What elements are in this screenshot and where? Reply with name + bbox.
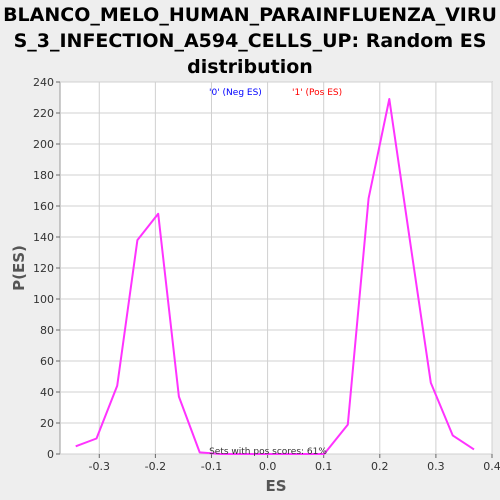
grid-lines — [60, 81, 493, 455]
x-tick-label: 0.0 — [259, 460, 277, 473]
y-tick-label: 220 — [33, 107, 54, 120]
y-tick-label: 120 — [33, 262, 54, 275]
y-axis: 0 20 40 60 80 100 120 140 160 180 200 220 240 — [33, 76, 60, 461]
y-tick-label: 240 — [33, 76, 54, 89]
x-tick-label: 0.1 — [315, 460, 333, 473]
y-tick-label: 60 — [40, 355, 54, 368]
y-tick-label: 20 — [40, 417, 54, 430]
y-tick-label: 0 — [47, 448, 54, 461]
x-tick-label: -0.1 — [201, 460, 222, 473]
y-tick-label: 200 — [33, 138, 54, 151]
series-line — [75, 98, 475, 455]
x-tick-label: 0.3 — [427, 460, 445, 473]
y-axis-label: P(ES) — [10, 245, 28, 291]
y-tick-label: 100 — [33, 293, 54, 306]
y-tick-label: 160 — [33, 200, 54, 213]
legend-entry-pos: '1' (Pos ES) — [292, 88, 342, 98]
series-group — [75, 98, 475, 455]
y-tick-label: 180 — [33, 169, 54, 182]
y-tick-label: 80 — [40, 324, 54, 337]
x-tick-label: 0.4 — [483, 460, 500, 473]
y-tick-label: 40 — [40, 386, 54, 399]
legend-entry-neg: '0' (Neg ES) — [209, 88, 262, 98]
title-line-1: BLANCO_MELO_HUMAN_PARAINFLUENZA_VIRU — [3, 4, 497, 26]
chart-title: BLANCO_MELO_HUMAN_PARAINFLUENZA_VIRU S_3… — [0, 2, 500, 80]
y-tick-label: 140 — [33, 231, 54, 244]
x-tick-label: -0.3 — [89, 460, 110, 473]
x-axis-label: ES — [265, 477, 286, 495]
title-line-2: S_3_INFECTION_A594_CELLS_UP: Random ES — [13, 30, 487, 52]
x-tick-label: 0.2 — [371, 460, 389, 473]
title-line-3: distribution — [187, 56, 313, 78]
x-axis: -0.3 -0.2 -0.1 0.0 0.1 0.2 0.3 0.4 — [89, 454, 500, 473]
pos-scores-annotation: Sets with pos scores: 61% — [209, 447, 327, 457]
x-tick-label: -0.2 — [145, 460, 166, 473]
